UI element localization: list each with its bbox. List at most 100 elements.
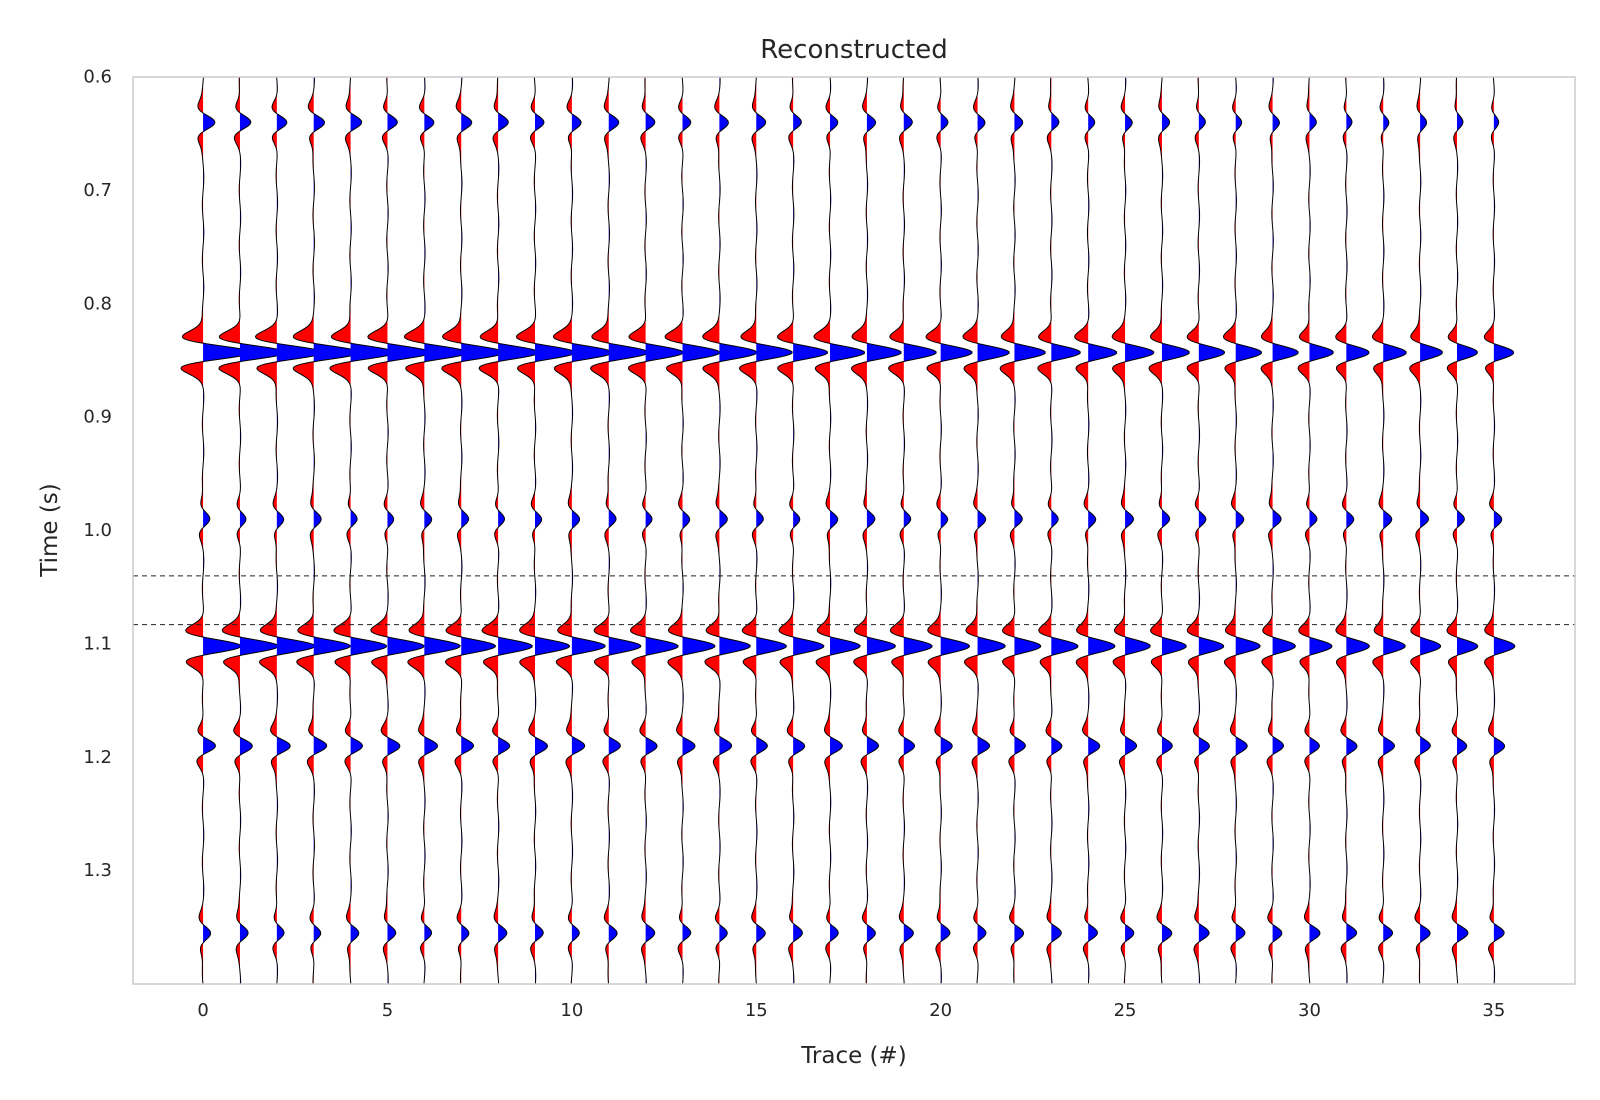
trace-wiggle-line [1409, 76, 1443, 985]
trace-26 [1148, 76, 1190, 985]
x-tick-label: 10 [560, 1000, 583, 1021]
trace-wiggle-line [664, 76, 721, 985]
trace-8 [478, 76, 540, 985]
trace-12 [627, 76, 684, 985]
trace-wiggle-line [329, 76, 396, 985]
y-tick-label: 0.6 [83, 67, 112, 88]
trace-wiggle-line [813, 76, 866, 985]
y-tick-labels: 0.6 0.7 0.8 0.9 1.0 1.1 1.2 1.3 [83, 67, 112, 882]
trace-wiggle-line [254, 76, 324, 985]
x-axis-label: Trace (#) [800, 1043, 907, 1069]
x-tick-label: 30 [1298, 1000, 1321, 1021]
y-tick-label: 0.8 [83, 293, 112, 314]
traces-layer [180, 76, 1516, 985]
plot-area [133, 77, 1575, 984]
trace-17 [813, 76, 866, 985]
trace-28 [1222, 76, 1262, 985]
trace-wiggle-line [776, 77, 828, 985]
trace-wiggle-line [292, 76, 361, 985]
trace-negative-fill [1409, 77, 1421, 985]
trace-wiggle-line [1483, 76, 1516, 985]
trace-wiggle-line [1148, 76, 1190, 985]
trace-wiggle-line [1446, 76, 1479, 985]
trace-wiggle-line [962, 76, 1010, 985]
y-tick-label: 0.7 [83, 180, 112, 201]
trace-1 [218, 76, 287, 985]
y-axis-label: Time (s) [37, 483, 63, 578]
trace-18 [850, 76, 902, 985]
trace-2 [254, 76, 324, 985]
trace-wiggle-line [515, 76, 576, 985]
trace-wiggle-line [1074, 76, 1118, 985]
trace-5 [367, 76, 431, 985]
trace-16 [776, 77, 828, 985]
horizontal-lines-layer [133, 575, 1575, 626]
trace-wiggle-line [441, 76, 505, 985]
x-tick-label: 20 [929, 1000, 952, 1021]
chart-title: Reconstructed [760, 35, 947, 65]
x-tick-labels: 0 5 10 15 20 25 30 35 [197, 1000, 1505, 1021]
trace-wiggle-line [925, 76, 973, 985]
trace-wiggle-line [1297, 76, 1334, 985]
y-tick-label: 0.9 [83, 407, 112, 428]
trace-wiggle-line [702, 76, 758, 985]
trace-wiggle-line [552, 76, 613, 985]
trace-wiggle-line [1111, 76, 1155, 985]
y-tick-label: 1.2 [83, 747, 112, 768]
trace-23 [1037, 76, 1081, 985]
trace-wiggle-line [1335, 76, 1370, 985]
trace-30 [1297, 76, 1334, 985]
trace-6 [403, 76, 469, 985]
trace-24 [1074, 76, 1118, 985]
y-tick-label: 1.1 [83, 633, 112, 654]
trace-wiggle-line [367, 76, 431, 985]
y-tick-label: 1.3 [83, 860, 112, 881]
trace-15 [738, 76, 793, 985]
x-tick-label: 5 [382, 1000, 393, 1021]
trace-22 [999, 76, 1046, 985]
trace-wiggle-line [218, 76, 287, 985]
trace-31 [1335, 76, 1370, 985]
trace-wiggle-line [850, 76, 902, 985]
trace-21 [962, 76, 1010, 985]
trace-35 [1483, 76, 1516, 985]
x-tick-label: 15 [745, 1000, 768, 1021]
trace-25 [1111, 76, 1155, 985]
x-tick-label: 25 [1114, 1000, 1137, 1021]
trace-14 [702, 76, 758, 985]
trace-0 [180, 76, 252, 985]
trace-33 [1409, 76, 1443, 985]
x-tick-label: 0 [197, 1000, 208, 1021]
trace-wiggle-line [627, 76, 684, 985]
trace-7 [441, 76, 505, 985]
trace-wiggle-line [1222, 76, 1262, 985]
trace-wiggle-line [1037, 76, 1081, 985]
trace-wiggle-line [1186, 76, 1225, 985]
trace-wiggle-line [478, 76, 540, 985]
trace-4 [329, 76, 396, 985]
trace-27 [1186, 76, 1225, 985]
trace-wiggle-line [999, 76, 1046, 985]
trace-wiggle-line [1371, 76, 1407, 985]
x-tick-label: 35 [1482, 1000, 1505, 1021]
trace-wiggle-line [403, 76, 469, 985]
trace-19 [888, 76, 937, 985]
trace-3 [292, 76, 361, 985]
y-tick-label: 1.0 [83, 520, 112, 541]
trace-11 [589, 76, 649, 985]
trace-9 [515, 76, 576, 985]
trace-29 [1260, 76, 1299, 985]
trace-13 [664, 76, 721, 985]
plot-frame [132, 76, 1576, 985]
trace-20 [925, 76, 973, 985]
trace-wiggle-line [738, 76, 793, 985]
trace-34 [1446, 76, 1479, 985]
trace-negative-fill [1261, 77, 1273, 985]
trace-10 [552, 76, 613, 985]
trace-wiggle-line [1260, 76, 1299, 985]
trace-wiggle-line [888, 76, 937, 985]
trace-wiggle-line [180, 76, 252, 985]
trace-32 [1371, 76, 1407, 985]
trace-wiggle-line [589, 76, 649, 985]
